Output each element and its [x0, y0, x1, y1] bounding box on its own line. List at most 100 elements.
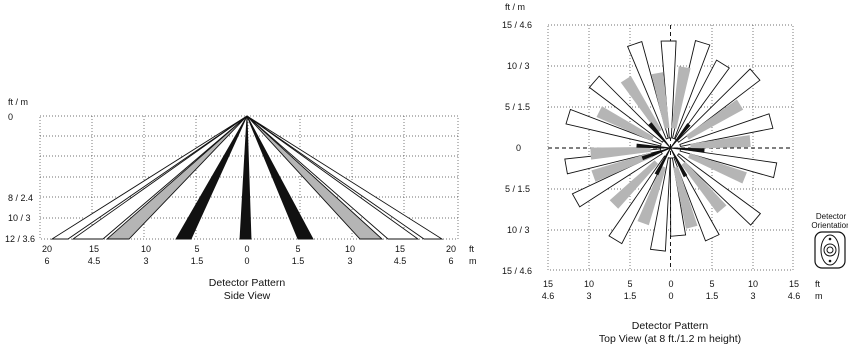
- top-beam-gray-4: [681, 161, 727, 214]
- side-x-ft-5: 5: [295, 244, 300, 254]
- side-x-m-0: 6: [44, 256, 49, 266]
- side-x-ft-4: 0: [244, 244, 249, 254]
- side-x-ft-6: 10: [345, 244, 355, 254]
- side-x-ft-8: 20: [446, 244, 456, 254]
- top-beam-outline-4: [679, 148, 778, 179]
- side-x-m-6: 3: [347, 256, 352, 266]
- side-y-label-1: 8 / 2.4: [8, 193, 33, 203]
- side-x-unit-m: m: [469, 256, 477, 266]
- top-x-ft-1: 10: [584, 279, 594, 289]
- top-beam-gray-6: [637, 165, 666, 226]
- top-x-m-5: 3: [750, 291, 755, 301]
- top-y-label-2: 5 / 1.5: [505, 102, 530, 112]
- side-y-label-2: 10 / 3: [8, 213, 31, 223]
- top-beam-outline-12: [588, 75, 665, 143]
- side-x-ft-0: 20: [42, 244, 52, 254]
- top-y-label-3: 0: [516, 143, 521, 153]
- top-x-ft-2: 5: [627, 279, 632, 289]
- side-x-m-8: 6: [448, 256, 453, 266]
- top-beam-gray-0: [671, 66, 691, 129]
- side-x-m-5: 1.5: [292, 256, 305, 266]
- side-beam-mid-right-outline: [246, 115, 420, 240]
- top-x-m-2: 1.5: [624, 291, 637, 301]
- top-beam-outline-1: [660, 40, 677, 139]
- top-x-unit-ft: ft: [815, 279, 821, 289]
- side-caption-title: Detector Pattern: [209, 277, 286, 289]
- side-x-ft-2: 10: [141, 244, 151, 254]
- side-beam-mid-left-gray: [105, 115, 248, 240]
- top-beam-outline-11: [565, 108, 662, 147]
- top-beam-black-3: [670, 123, 691, 149]
- top-x-ft-5: 10: [748, 279, 758, 289]
- top-caption-title: Detector Pattern: [632, 320, 709, 332]
- side-beam-near-right-black: [246, 115, 314, 240]
- top-beam-gray-9: [590, 146, 651, 160]
- side-x-m-1: 4.5: [88, 256, 101, 266]
- top-beam-outline-14: [674, 59, 730, 141]
- top-beam-black-2: [648, 122, 671, 149]
- top-beam-black-1: [636, 143, 671, 149]
- top-beam-gray-11: [620, 76, 662, 133]
- top-beam-outline-3: [679, 113, 774, 147]
- side-x-m-4: 0: [244, 256, 249, 266]
- top-beam-outline-2: [676, 68, 761, 143]
- top-x-ft-6: 15: [789, 279, 799, 289]
- top-x-m-6: 4.6: [788, 291, 801, 301]
- top-grid-frame: [547, 24, 794, 271]
- top-x-ft-labels: 15 10 5 0 5 10 15 ft: [543, 279, 821, 289]
- side-beam-mid-right-gray: [246, 115, 384, 240]
- side-x-m-2: 3: [143, 256, 148, 266]
- detector-orientation-icon: [814, 231, 846, 269]
- side-x-m-labels: 6 4.5 3 1.5 0 1.5 3 4.5 6 m: [44, 256, 476, 266]
- side-x-m-3: 1.5: [191, 256, 204, 266]
- side-x-ft-labels: 20 15 10 5 0 5 10 15 20 ft: [42, 244, 475, 254]
- top-view-rays: [564, 40, 778, 252]
- side-x-ft-1: 15: [89, 244, 99, 254]
- side-y-label-0: 0: [8, 112, 13, 122]
- side-x-ft-7: 15: [395, 244, 405, 254]
- top-beam-black-5: [654, 147, 671, 176]
- top-y-label-4: 5 / 1.5: [505, 184, 530, 194]
- side-beam-mid-left-outline: [71, 115, 248, 240]
- top-beam-gray-8: [591, 152, 653, 182]
- top-x-m-0: 4.6: [542, 291, 555, 301]
- top-beam-outline-15: [669, 157, 687, 237]
- top-x-m-1: 3: [586, 291, 591, 301]
- side-y-label-3: 12 / 3.6: [5, 234, 35, 244]
- top-x-unit-m: m: [815, 291, 823, 301]
- top-y-label-6: 15 / 4.6: [502, 266, 532, 276]
- top-x-ft-3: 0: [668, 279, 673, 289]
- top-beam-gray-5: [673, 166, 698, 229]
- top-beam-black-0: [670, 147, 705, 153]
- top-beam-black-6: [641, 147, 671, 161]
- top-beam-gray-3: [688, 153, 747, 184]
- orientation-label-line1: Detector: [816, 212, 847, 221]
- top-beam-outline-13: [626, 41, 669, 140]
- top-beam-black-4: [670, 147, 688, 178]
- top-caption-subtitle: Top View (at 8 ft./1.2 m height): [599, 333, 741, 345]
- top-beam-gray-10: [596, 106, 654, 142]
- top-view: ft / m 15 / 4.6 10 / 3 5 / 1.5 0 5 / 1.5…: [502, 2, 823, 345]
- side-caption-subtitle: Side View: [224, 290, 271, 302]
- top-y-label-5: 10 / 3: [507, 225, 530, 235]
- top-x-ft-4: 5: [709, 279, 714, 289]
- top-unit-label: ft / m: [505, 2, 525, 12]
- top-x-ft-0: 15: [543, 279, 553, 289]
- top-beam-outline-5: [676, 153, 762, 226]
- side-beam-far-right: [246, 115, 444, 240]
- side-beam-center-black: [239, 115, 252, 240]
- detector-orientation: Detector Orientation: [811, 212, 848, 269]
- side-view-beams: [50, 115, 444, 240]
- side-x-ft-3: 5: [194, 244, 199, 254]
- top-x-m-4: 1.5: [706, 291, 719, 301]
- side-x-unit-ft: ft: [469, 244, 475, 254]
- side-beam-near-left-black: [175, 115, 248, 240]
- top-beam-outline-0: [671, 40, 711, 140]
- top-beam-gray-12: [651, 72, 670, 129]
- top-x-m-3: 0: [668, 291, 673, 301]
- top-beam-gray-1: [686, 99, 744, 140]
- top-y-label-1: 10 / 3: [507, 61, 530, 71]
- side-beam-far-left: [50, 115, 248, 240]
- top-y-label-0: 15 / 4.6: [502, 20, 532, 30]
